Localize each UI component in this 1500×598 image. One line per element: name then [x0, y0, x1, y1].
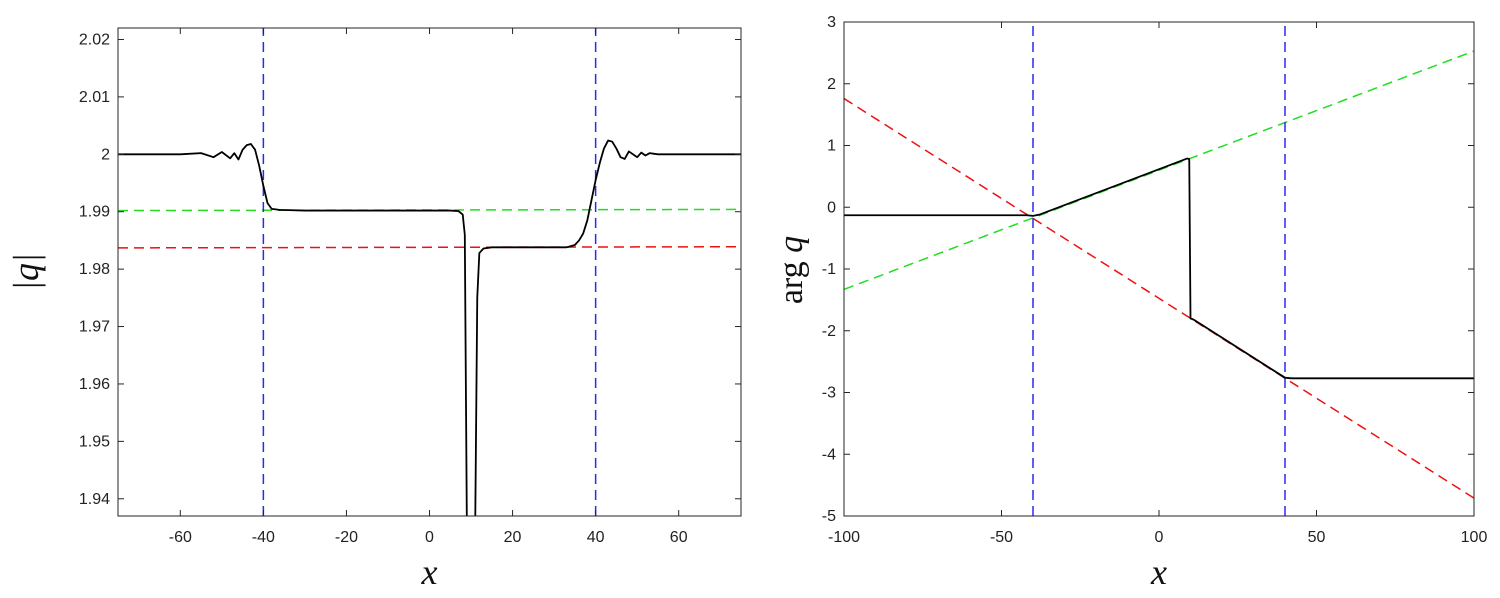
x-axis-label: x [1150, 552, 1167, 592]
y-tick-label: 1.94 [79, 491, 110, 508]
y-axis-label: |q| [6, 253, 46, 291]
x-tick-label: 60 [670, 529, 688, 546]
x-tick-label: 100 [1461, 529, 1488, 546]
y-axis-label: arg q [773, 236, 810, 304]
x-tick-label: -20 [335, 529, 358, 546]
y-tick-label: -3 [822, 385, 836, 402]
tick-layer: -100 -50 0 50 100 -5 -4 -3 -2 -1 0 1 2 3 [822, 14, 1488, 546]
y-tick-label: 1 [827, 138, 836, 155]
y-tick-label: 2.02 [79, 31, 110, 48]
x-tick-label: 50 [1308, 529, 1326, 546]
y-tick-label: 2 [101, 146, 110, 163]
series-layer [844, 22, 1474, 516]
tick-layer: -60 -40 -20 0 20 40 60 1.94 1.95 1.96 1.97 1.98 1.99… [79, 28, 741, 546]
plot-area [844, 22, 1474, 516]
y-tick-label: 2.01 [79, 89, 110, 106]
solution-curve [118, 139, 741, 516]
x-tick-label: 20 [504, 529, 522, 546]
y-tick-label: 0 [827, 199, 836, 216]
x-tick-label: 40 [587, 529, 605, 546]
reference-dashed-line [844, 97, 1474, 499]
y-tick-label: 1.95 [79, 433, 110, 450]
reference-dashed-line [844, 50, 1474, 291]
y-tick-label: -2 [822, 323, 836, 340]
x-axis-label: x [421, 552, 438, 592]
y-tick-label: -4 [822, 446, 836, 463]
plot-area [118, 28, 741, 516]
x-tick-label: -40 [252, 529, 275, 546]
x-tick-label: -60 [169, 529, 192, 546]
y-tick-label: 1.99 [79, 204, 110, 221]
x-tick-label: -100 [828, 529, 860, 546]
y-tick-label: 3 [827, 14, 836, 31]
y-tick-label: 1.98 [79, 261, 110, 278]
series-layer [118, 28, 741, 516]
phase-chart: -100 -50 0 50 100 -5 -4 -3 -2 -1 0 1 2 3 x arg q [773, 14, 1487, 592]
magnitude-chart: -60 -40 -20 0 20 40 60 1.94 1.95 1.96 1.97 1.98 1.99… [6, 27, 742, 592]
y-tick-label: 1.96 [79, 376, 110, 393]
y-tick-label: -1 [822, 261, 836, 278]
x-tick-label: 0 [425, 529, 434, 546]
reference-dashed-line [118, 245, 741, 249]
y-tick-label: 1.97 [79, 319, 110, 336]
x-tick-label: 0 [1155, 529, 1164, 546]
x-tick-label: -50 [990, 529, 1013, 546]
y-tick-label: -5 [822, 508, 836, 525]
solution-curve [844, 157, 1474, 380]
y-tick-label: 2 [827, 76, 836, 93]
